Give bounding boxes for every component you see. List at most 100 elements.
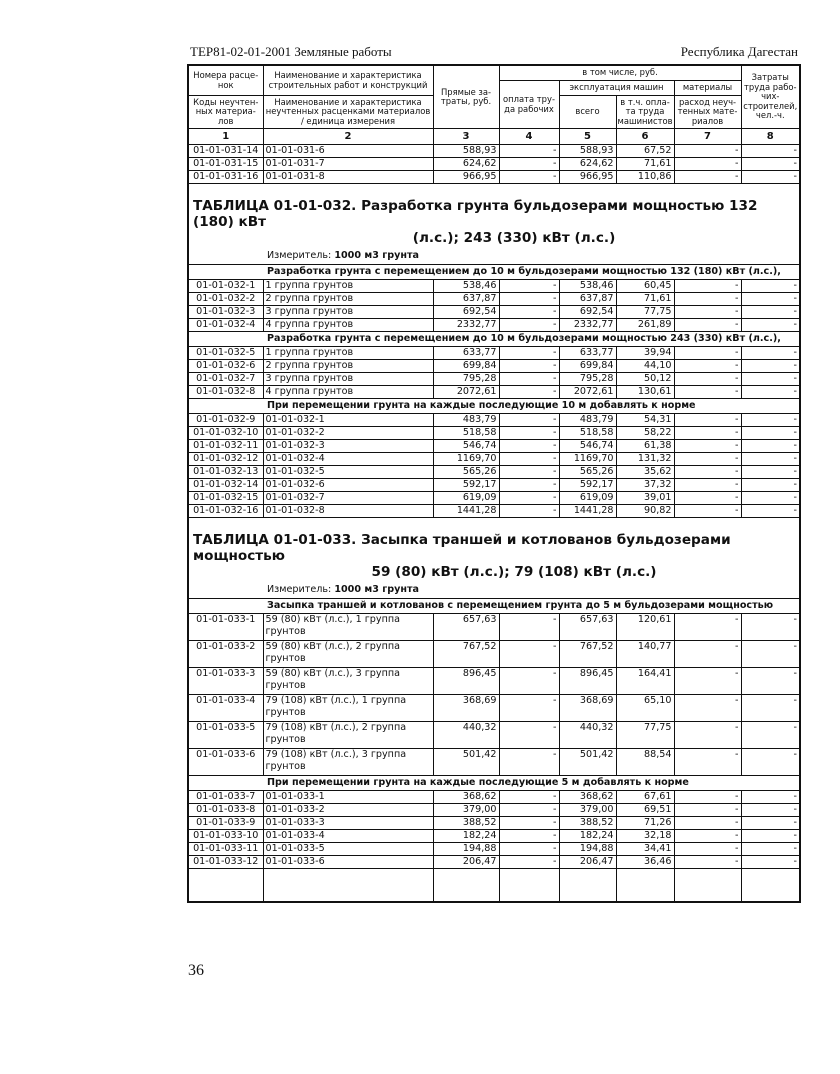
machines-total-cell: 619,09	[558, 491, 617, 505]
direct-costs-cell: 624,62	[432, 157, 500, 171]
machines-total-cell: 368,69	[558, 694, 617, 722]
machines-total-cell: 624,62	[558, 157, 617, 171]
labor-hours-cell: -	[740, 855, 801, 869]
operator-pay-cell: 39,01	[615, 491, 675, 505]
rate-code-cell: 01-01-033-5	[187, 721, 264, 749]
subheading: Разработка грунта с перемещением до 10 м…	[187, 331, 801, 347]
measure-label: Измеритель:	[267, 584, 335, 595]
col-work-name: Наименование и характеристика строительн…	[262, 64, 434, 96]
table-row: 01-01-033-5 79 (108) кВт (л.с.), 2 группа…	[187, 721, 801, 749]
rates-table: Номера расце-нок Наименование и характер…	[187, 64, 802, 903]
rate-code-cell: 01-01-033-4	[187, 694, 264, 722]
worker-pay-cell: -	[498, 694, 560, 722]
operator-pay-cell: 140,77	[615, 640, 675, 668]
material-usage-cell: -	[673, 790, 742, 804]
empty-cell	[673, 868, 742, 903]
rate-code-cell: 01-01-033-8	[187, 803, 264, 817]
direct-costs-cell: 692,54	[432, 305, 500, 319]
table-row: 01-01-032-9 01-01-032-1 483,79-483,79 54,31…	[187, 413, 801, 427]
material-usage-cell: -	[673, 144, 742, 158]
work-name-cell: 01-01-032-7	[262, 491, 434, 505]
labor-hours-cell: -	[740, 318, 801, 332]
work-name-cell: 01-01-033-4	[262, 829, 434, 843]
labor-hours-cell: -	[740, 426, 801, 440]
material-usage-cell: -	[673, 504, 742, 518]
subheading-row: Засыпка траншей и котлованов с перемещен…	[187, 598, 801, 614]
table-header: Номера расце-нок Наименование и характер…	[187, 64, 801, 145]
table-title-line1: ТАБЛИЦА 01-01-032. Разработка грунта бул…	[193, 198, 758, 230]
material-usage-cell: -	[673, 346, 742, 360]
direct-costs-cell: 767,52	[432, 640, 500, 668]
material-usage-cell: -	[673, 491, 742, 505]
material-usage-cell: -	[673, 279, 742, 293]
machines-total-cell: 692,54	[558, 305, 617, 319]
worker-pay-cell: -	[498, 279, 560, 293]
table-title-row: ТАБЛИЦА 01-01-033. Засыпка траншей и кот…	[187, 517, 801, 580]
worker-pay-cell: -	[498, 359, 560, 373]
labor-hours-cell: -	[740, 667, 801, 695]
work-name-cell: 59 (80) кВт (л.с.), 2 группа грунтов	[262, 640, 434, 668]
machines-total-cell: 538,46	[558, 279, 617, 293]
rate-code-cell: 01-01-032-15	[187, 491, 264, 505]
running-header-title: ТЕР81-02-01-2001 Земляные работы	[190, 44, 392, 59]
worker-pay-cell: -	[498, 144, 560, 158]
machines-total-cell: 1441,28	[558, 504, 617, 518]
table-row: 01-01-032-16 01-01-032-8 1441,28-1441,28 90…	[187, 504, 801, 518]
table-row: 01-01-032-13 01-01-032-5 565,26-565,26 35,6…	[187, 465, 801, 479]
table-row: 01-01-033-1 59 (80) кВт (л.с.), 1 группа …	[187, 613, 801, 641]
machines-total-cell: 633,77	[558, 346, 617, 360]
column-index: 5	[558, 128, 617, 145]
material-usage-cell: -	[673, 170, 742, 184]
table-title-row: ТАБЛИЦА 01-01-032. Разработка грунта бул…	[187, 183, 801, 246]
direct-costs-cell: 440,32	[432, 721, 500, 749]
table-row: 01-01-032-1 1 группа грунтов 538,46-538,46…	[187, 279, 801, 293]
labor-hours-cell: -	[740, 439, 801, 453]
empty-cell	[740, 868, 801, 903]
column-index: 2	[262, 128, 434, 145]
col-labor-hours: Затраты труда рабо-чих-строителей, чел.-…	[740, 64, 801, 129]
table-row: 01-01-032-14 01-01-032-6 592,17-592,17 37,3…	[187, 478, 801, 492]
rate-code-cell: 01-01-033-11	[187, 842, 264, 856]
worker-pay-cell: -	[498, 721, 560, 749]
work-name-cell: 01-01-033-1	[262, 790, 434, 804]
table-row: 01-01-033-12 01-01-033-6 206,47-206,47 36,4…	[187, 855, 801, 869]
table-row: 01-01-031-15 01-01-031-7 624,62-624,62 71,6…	[187, 157, 801, 171]
work-name-cell: 1 группа грунтов	[262, 279, 434, 293]
direct-costs-cell: 1169,70	[432, 452, 500, 466]
work-name-cell: 2 группа грунтов	[262, 292, 434, 306]
running-header-region: Республика Дагестан	[680, 44, 798, 59]
labor-hours-cell: -	[740, 478, 801, 492]
operator-pay-cell: 120,61	[615, 613, 675, 641]
work-name-cell: 01-01-032-6	[262, 478, 434, 492]
work-name-cell: 4 группа грунтов	[262, 385, 434, 399]
operator-pay-cell: 34,41	[615, 842, 675, 856]
worker-pay-cell: -	[498, 170, 560, 184]
material-usage-cell: -	[673, 829, 742, 843]
direct-costs-cell: 565,26	[432, 465, 500, 479]
work-name-cell: 1 группа грунтов	[262, 346, 434, 360]
direct-costs-cell: 368,62	[432, 790, 500, 804]
col-group-including: в том числе, руб.	[498, 64, 742, 81]
worker-pay-cell: -	[498, 292, 560, 306]
column-index: 3	[432, 128, 500, 145]
col-direct-costs: Прямые за-траты, руб.	[432, 64, 500, 129]
machines-total-cell: 637,87	[558, 292, 617, 306]
col-group-materials: материалы	[673, 80, 742, 96]
machines-total-cell: 518,58	[558, 426, 617, 440]
work-name-cell: 01-01-033-3	[262, 816, 434, 830]
operator-pay-cell: 60,45	[615, 279, 675, 293]
operator-pay-cell: 32,18	[615, 829, 675, 843]
blank-row	[187, 868, 801, 903]
table-row: 01-01-032-7 3 группа грунтов 795,28-795,28…	[187, 372, 801, 386]
labor-hours-cell: -	[740, 292, 801, 306]
operator-pay-cell: 50,12	[615, 372, 675, 386]
material-usage-cell: -	[673, 478, 742, 492]
col-material-codes: Коды неучтен-ных материа-лов	[187, 95, 264, 129]
rate-code-cell: 01-01-032-13	[187, 465, 264, 479]
material-usage-cell: -	[673, 439, 742, 453]
labor-hours-cell: -	[740, 372, 801, 386]
labor-hours-cell: -	[740, 640, 801, 668]
table-row: 01-01-033-4 79 (108) кВт (л.с.), 1 группа…	[187, 694, 801, 722]
worker-pay-cell: -	[498, 413, 560, 427]
operator-pay-cell: 77,75	[615, 305, 675, 319]
